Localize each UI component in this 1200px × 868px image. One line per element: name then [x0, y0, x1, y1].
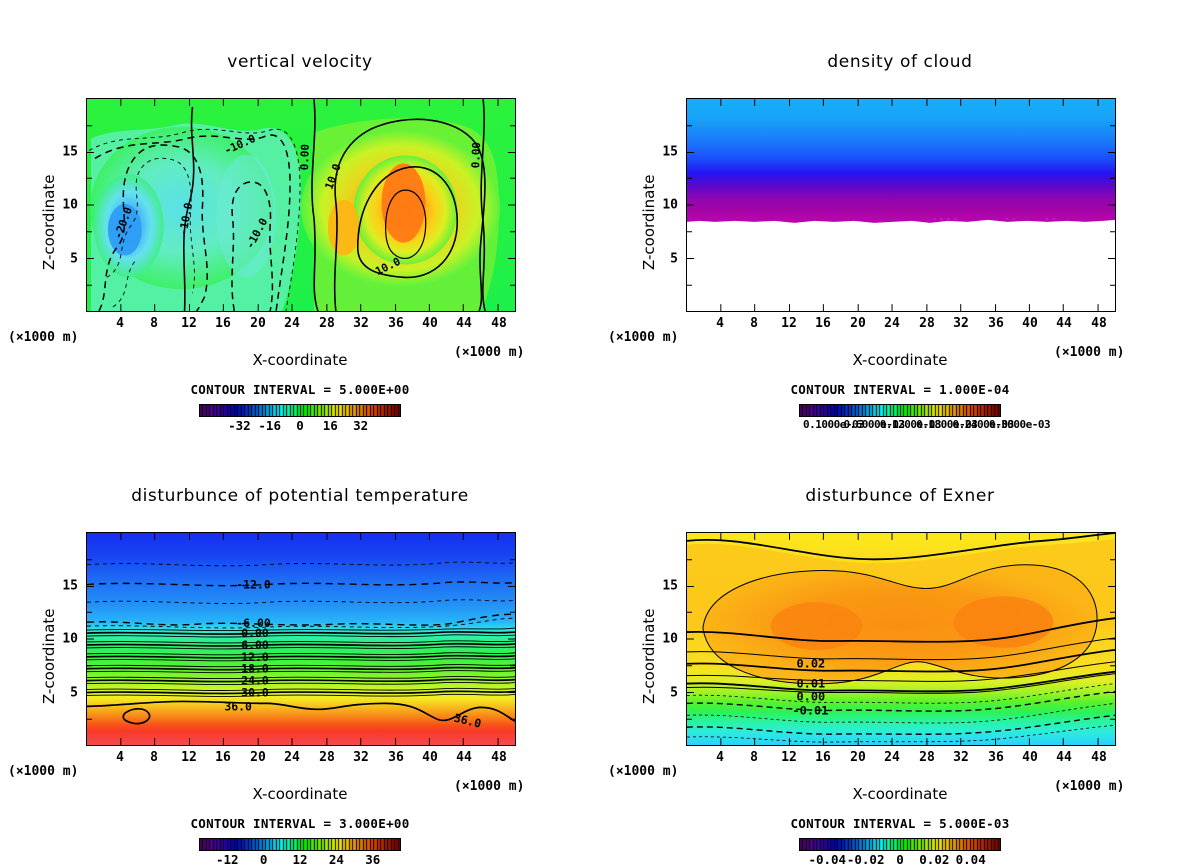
x-axis-unit-right: (×1000 m): [454, 779, 525, 794]
panel-title: disturbunce of potential temperature: [131, 486, 469, 506]
contour-field: -12.0 -6.00 0.00 6.00 12.0 18.0 24.0 30.…: [87, 533, 515, 745]
contour-interval-label: CONTOUR INTERVAL = 3.000E+00: [190, 816, 410, 831]
colorbar-tick-labels: -0.04 -0.02 0 0.02 0.04: [808, 852, 986, 867]
svg-text:0.00: 0.00: [298, 144, 312, 171]
colorbar-gradient: [799, 404, 1001, 417]
contour-interval-label: CONTOUR INTERVAL = 5.000E+00: [190, 382, 410, 397]
colorbar: -32 -16 0 16 32: [0, 404, 600, 433]
panel-title: vertical velocity: [227, 52, 373, 72]
colorbar-gradient: [799, 838, 1001, 851]
panel-exner-disturbance: disturbunce of Exner: [600, 434, 1200, 868]
y-axis-title: Z-coordinate: [40, 608, 58, 704]
colorbar-tick-labels: -32 -16 0 16 32: [228, 418, 369, 433]
svg-text:12.0: 12.0: [241, 650, 269, 664]
colorbar-tick-labels: 0.1000e-03 0.6000e-03 0.1200e-03 0.1800e…: [803, 418, 1051, 431]
plot-area: 0.02 0.01 0.00 -0.01: [686, 532, 1116, 746]
svg-text:18.0: 18.0: [241, 662, 269, 676]
svg-text:36.0: 36.0: [453, 711, 483, 731]
svg-text:0.00: 0.00: [796, 689, 825, 703]
contour-interval-label: CONTOUR INTERVAL = 1.000E-04: [790, 382, 1010, 397]
contour-field: 0.02 0.01 0.00 -0.01: [687, 533, 1115, 745]
svg-text:36.0: 36.0: [224, 699, 252, 713]
y-axis-title: Z-coordinate: [40, 174, 58, 270]
x-axis-title: X-coordinate: [852, 351, 948, 369]
colorbar: 0.1000e-03 0.6000e-03 0.1200e-03 0.1800e…: [600, 404, 1200, 433]
x-axis-unit-left: (×1000 m): [608, 764, 679, 779]
svg-text:6.00: 6.00: [241, 638, 269, 652]
colorbar-gradient: [199, 838, 401, 851]
plot-area: [686, 98, 1116, 312]
x-axis-title: X-coordinate: [252, 351, 348, 369]
colorbar: -0.04 -0.02 0 0.02 0.04: [600, 838, 1200, 867]
x-axis-unit-left: (×1000 m): [608, 330, 679, 345]
x-axis-title: X-coordinate: [852, 785, 948, 803]
panel-density-of-cloud: density of cloud: [600, 0, 1200, 434]
colorbar-tick-labels: -12 0 12 24 36: [215, 852, 381, 867]
panel-vertical-velocity: vertical velocity: [0, 0, 600, 434]
svg-text:-6.00: -6.00: [236, 616, 271, 630]
y-axis-title: Z-coordinate: [640, 174, 658, 270]
x-axis-title: X-coordinate: [252, 785, 348, 803]
colorbar-gradient: [199, 404, 401, 417]
svg-text:0.00: 0.00: [469, 142, 483, 169]
colorbar: -12 0 12 24 36: [0, 838, 600, 867]
svg-text:0.01: 0.01: [796, 677, 825, 691]
svg-text:-12.0: -12.0: [236, 578, 271, 592]
panel-potential-temperature: disturbunce of potential temperature: [0, 434, 600, 868]
panel-title: density of cloud: [827, 52, 973, 72]
contour-field: [687, 99, 1115, 311]
svg-text:-0.01: -0.01: [793, 703, 829, 717]
y-axis-title: Z-coordinate: [640, 608, 658, 704]
x-axis-unit-left: (×1000 m): [8, 764, 79, 779]
x-axis-unit-right: (×1000 m): [454, 345, 525, 360]
x-axis-unit-left: (×1000 m): [8, 330, 79, 345]
svg-text:0.00: 0.00: [241, 626, 269, 640]
svg-text:30.0: 30.0: [241, 685, 269, 699]
svg-text:0.02: 0.02: [796, 657, 825, 671]
panel-title: disturbunce of Exner: [805, 486, 995, 506]
x-axis-unit-right: (×1000 m): [1054, 345, 1125, 360]
contour-field: -10.0 -10.0 -10.0 -20.0 0.00 0.00 10.0 1…: [87, 99, 515, 311]
plot-area: -12.0 -6.00 0.00 6.00 12.0 18.0 24.0 30.…: [86, 532, 516, 746]
svg-text:24.0: 24.0: [241, 674, 269, 688]
plot-area: -10.0 -10.0 -10.0 -20.0 0.00 0.00 10.0 1…: [86, 98, 516, 312]
svg-text:-10.0: -10.0: [177, 202, 196, 237]
x-axis-unit-right: (×1000 m): [1054, 779, 1125, 794]
contour-interval-label: CONTOUR INTERVAL = 5.000E-03: [790, 816, 1010, 831]
